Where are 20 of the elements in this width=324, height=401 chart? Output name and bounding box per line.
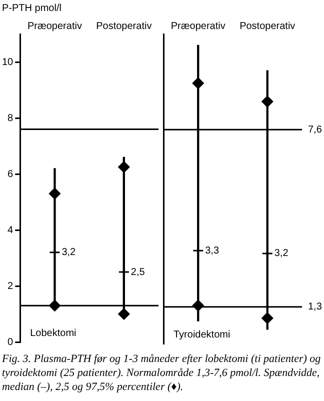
y-tick-label: 2	[8, 280, 14, 292]
x-tick-label: Postoperativ	[96, 20, 152, 32]
x-tick-label: Præoperativ	[27, 20, 82, 32]
y-tick-label: 6	[8, 168, 14, 180]
y-tick-label: 8	[8, 112, 14, 124]
y-tick-label: 4	[8, 224, 14, 236]
data-label: 3,3	[205, 245, 220, 256]
y-axis-title: P-PTH pmol/l	[2, 2, 62, 14]
annotation: Tyroidektomi	[174, 329, 230, 340]
y-tick-label: 0	[8, 336, 14, 348]
data-label: 3,2	[274, 248, 289, 260]
y-tick-label: 10	[2, 56, 14, 68]
annotation: Lobektomi	[30, 328, 76, 339]
ref-line-label: 7,6	[308, 124, 322, 136]
caption: Fig. 3. Plasma-PTH før og 1-3 måneder efter lobektomi (ti patienter) og tyroidektomi (25 patienter). Normalområde 1,3-7,6 pmol/l. Spændvidde, median (–), 2,5 og 97,5% percentiler (♦).	[2, 352, 322, 394]
data-label: 2,5	[130, 266, 146, 278]
x-tick-label: Præoperativ	[170, 20, 226, 32]
ref-line-label: 1,3	[308, 302, 322, 313]
x-tick-label: Postoperativ	[240, 20, 296, 32]
data-label: 3,2	[62, 247, 76, 258]
